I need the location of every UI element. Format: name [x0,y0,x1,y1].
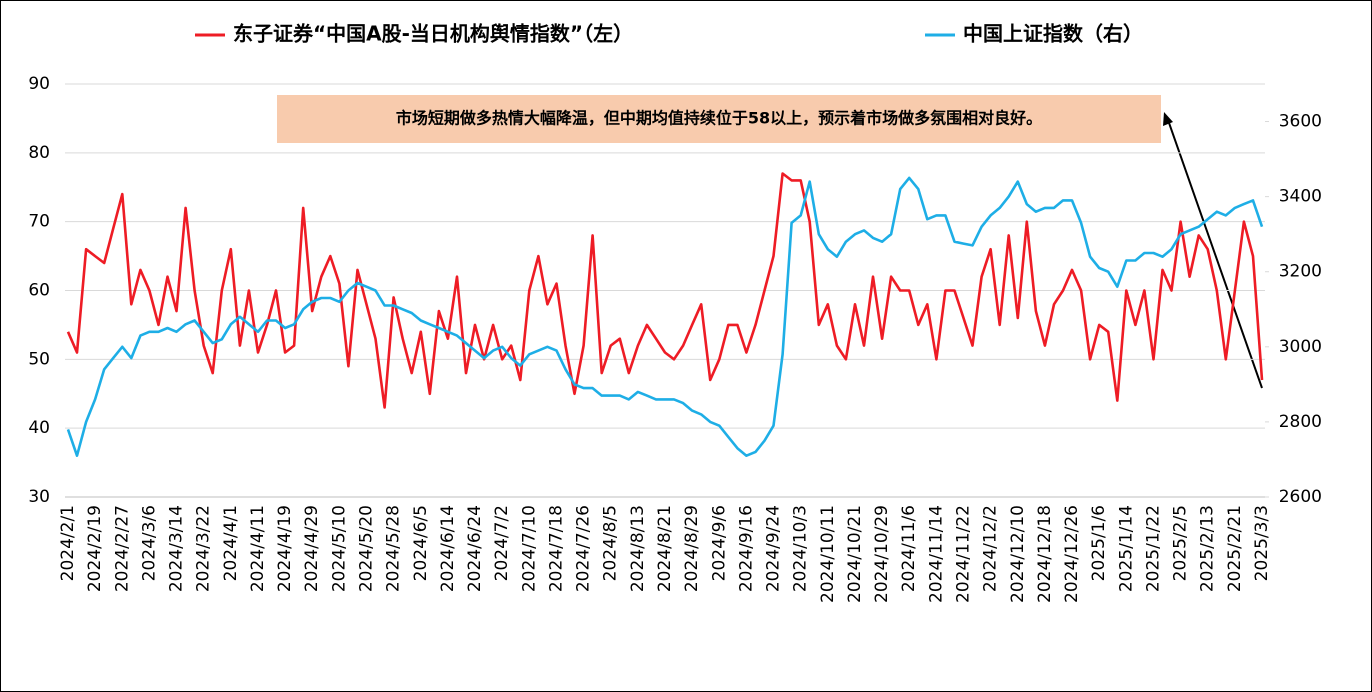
y2-tick-label: 3200 [1279,262,1322,282]
x-tick-label: 2025/2/13 [1198,505,1218,592]
x-tick-label: 2025/1/14 [1116,505,1136,592]
x-tick-label: 2024/12/10 [1008,505,1028,603]
x-tick-label: 2025/3/3 [1252,505,1272,581]
x-tick-label: 2024/7/18 [546,505,566,592]
x-tick-label: 2024/4/1 [221,505,241,581]
x-tick-label: 2024/10/21 [845,505,865,603]
x-tick-label: 2024/12/26 [1062,505,1082,603]
y-tick-label: 70 [28,212,50,232]
arrow [1167,119,1263,389]
y2-tick-label: 3600 [1279,112,1322,132]
y-tick-label: 40 [28,418,50,438]
x-tick-label: 2024/8/21 [655,505,675,592]
y2-tick-label: 2600 [1279,487,1322,507]
x-tick-label: 2024/11/14 [926,505,946,603]
x-tick-label: 2024/6/5 [411,505,431,581]
x-tick-label: 2024/10/11 [818,505,838,603]
x-tick-label: 2024/2/1 [58,505,78,581]
legend-label: 中国上证指数（右） [963,22,1143,46]
y-tick-label: 60 [28,281,50,301]
annotation: 市场短期做多热情大幅降温，但中期均值持续位于58以上，预示着市场做多氛围相对良好… [396,109,1042,128]
x-tick-label: 2024/7/2 [492,505,512,581]
arrow-head [1163,112,1173,126]
x-tick-label: 2024/2/19 [85,505,105,592]
series-line [66,176,1264,457]
x-tick-label: 2024/5/10 [329,505,349,592]
x-tick-label: 2024/7/26 [574,505,594,592]
x-tick-label: 2025/2/5 [1171,505,1191,581]
y-tick-label: 80 [28,143,50,163]
x-tick-label: 2024/7/10 [519,505,539,592]
y2-tick-label: 2800 [1279,412,1322,432]
x-tick-label: 2024/3/22 [194,505,214,592]
x-tick-label: 2024/12/18 [1035,505,1055,603]
y2-tick-label: 3400 [1279,187,1322,207]
x-tick-label: 2024/3/6 [139,505,159,581]
x-tick-label: 2024/8/29 [682,505,702,592]
series-line [66,172,1264,409]
x-tick-label: 2024/4/19 [275,505,295,592]
x-tick-label: 2024/10/29 [872,505,892,603]
x-tick-label: 2025/2/21 [1225,505,1245,592]
x-tick-label: 2024/5/20 [357,505,377,592]
y2-tick-label: 3000 [1279,337,1322,357]
x-tick-label: 2024/6/24 [465,505,485,592]
x-tick-label: 2024/8/13 [628,505,648,592]
annotation-box [277,95,1161,143]
x-tick-label: 2024/4/29 [302,505,322,592]
y-tick-label: 90 [28,74,50,94]
y-tick-label: 50 [28,349,50,369]
x-tick-label: 2024/11/22 [954,505,974,603]
x-tick-label: 2024/4/11 [248,505,268,592]
x-tick-label: 2024/2/27 [112,505,132,592]
y-tick-label: 30 [28,487,50,507]
x-tick-label: 2025/1/6 [1089,505,1109,581]
x-tick-label: 2024/5/28 [384,505,404,592]
x-tick-label: 2024/10/3 [791,505,811,592]
x-tick-label: 2024/3/14 [167,505,187,592]
x-tick-label: 2025/1/22 [1143,505,1163,592]
x-tick-label: 2024/11/6 [899,505,919,592]
x-tick-label: 2024/6/14 [438,505,458,592]
x-tick-label: 2024/9/6 [709,505,729,581]
x-tick-label: 2024/9/16 [736,505,756,592]
legend-label: 东子证券“中国A股-当日机构舆情指数”（左） [233,22,633,46]
x-tick-label: 2024/12/2 [981,505,1001,592]
x-tick-label: 2024/8/5 [601,505,621,581]
x-tick-label: 2024/9/24 [764,505,784,592]
